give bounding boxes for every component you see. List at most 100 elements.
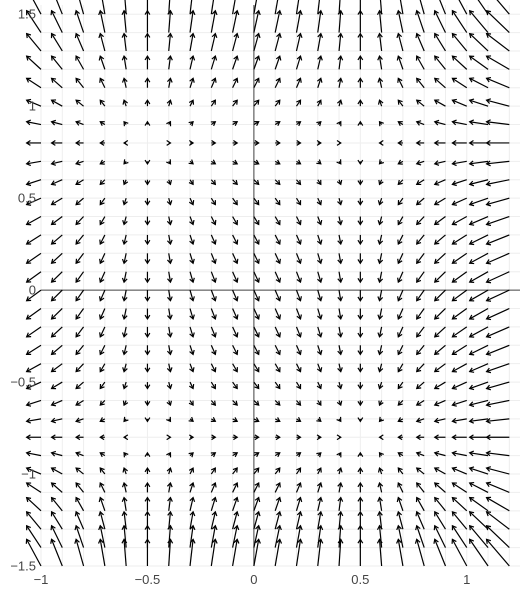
field-arrow bbox=[295, 345, 302, 356]
field-arrow bbox=[295, 234, 302, 246]
field-arrow bbox=[468, 252, 489, 265]
field-arrow bbox=[210, 308, 217, 320]
field-arrow bbox=[336, 466, 343, 475]
field-arrow bbox=[253, 0, 258, 15]
field-arrow bbox=[274, 381, 281, 390]
field-arrow bbox=[485, 215, 510, 227]
field-arrow bbox=[50, 252, 63, 265]
field-arrow bbox=[377, 467, 384, 475]
field-arrow bbox=[316, 416, 322, 423]
field-arrow bbox=[232, 271, 239, 284]
field-arrow bbox=[253, 32, 261, 52]
field-arrow bbox=[377, 496, 383, 511]
field-arrow bbox=[485, 32, 510, 52]
x-tick-label: 1 bbox=[463, 572, 470, 587]
field-arrow bbox=[232, 496, 239, 512]
field-arrow bbox=[144, 466, 151, 475]
field-arrow bbox=[415, 55, 425, 70]
field-arrow bbox=[433, 399, 446, 407]
field-arrow bbox=[433, 467, 446, 475]
field-arrow bbox=[75, 99, 84, 107]
field-arrow bbox=[75, 482, 85, 493]
field-arrow bbox=[337, 363, 343, 373]
field-arrow bbox=[144, 326, 151, 338]
field-arrow bbox=[253, 400, 260, 406]
field-arrow bbox=[274, 234, 281, 246]
field-arrow bbox=[189, 363, 195, 373]
field-arrow bbox=[26, 9, 42, 33]
field-arrow bbox=[396, 538, 404, 567]
field-arrow bbox=[189, 234, 195, 246]
field-arrow bbox=[451, 308, 468, 320]
field-arrow bbox=[232, 216, 238, 226]
field-arrow bbox=[316, 159, 322, 165]
field-arrow bbox=[317, 308, 323, 320]
field-arrow bbox=[188, 467, 195, 475]
field-arrow bbox=[274, 417, 281, 423]
field-arrow bbox=[25, 538, 42, 567]
field-arrow bbox=[451, 119, 467, 126]
field-arrow bbox=[434, 496, 446, 512]
field-arrow bbox=[485, 55, 510, 70]
field-arrow bbox=[25, 234, 42, 245]
field-arrow bbox=[121, 55, 128, 70]
field-arrow bbox=[357, 120, 364, 126]
field-arrow bbox=[189, 289, 195, 302]
field-arrow bbox=[99, 381, 106, 390]
field-arrow bbox=[317, 9, 324, 33]
field-arrow bbox=[75, 179, 84, 186]
field-arrow bbox=[485, 511, 510, 530]
field-arrow bbox=[166, 179, 172, 186]
field-arrow bbox=[25, 98, 42, 107]
field-arrow bbox=[357, 32, 364, 51]
field-arrow bbox=[50, 119, 63, 126]
field-arrow bbox=[357, 159, 364, 165]
field-arrow bbox=[336, 120, 342, 127]
field-arrow bbox=[189, 55, 196, 70]
field-arrow bbox=[167, 496, 173, 511]
field-arrow bbox=[166, 451, 172, 458]
field-arrow bbox=[50, 417, 63, 424]
field-arrow bbox=[485, 307, 510, 321]
field-arrow bbox=[397, 467, 404, 475]
field-arrow bbox=[97, 538, 106, 567]
field-arrow bbox=[415, 32, 425, 52]
field-arrow bbox=[25, 215, 42, 226]
field-arrow bbox=[144, 234, 151, 246]
field-arrow bbox=[188, 140, 195, 146]
field-arrow bbox=[317, 253, 323, 265]
field-arrow bbox=[26, 524, 42, 548]
field-arrow bbox=[451, 234, 468, 245]
field-arrow bbox=[357, 99, 364, 107]
field-arrow bbox=[121, 510, 128, 530]
field-arrow bbox=[357, 198, 364, 206]
zero-lines bbox=[41, 5, 520, 566]
field-arrow bbox=[50, 482, 63, 493]
field-arrow bbox=[415, 399, 425, 406]
field-arrow bbox=[416, 271, 425, 284]
field-arrow bbox=[359, 0, 361, 15]
field-arrow bbox=[210, 400, 217, 406]
field-arrow bbox=[397, 363, 404, 373]
field-arrow bbox=[337, 290, 344, 302]
field-arrow bbox=[485, 252, 510, 265]
field-arrow bbox=[295, 524, 303, 548]
field-arrow bbox=[144, 32, 151, 51]
field-arrow bbox=[123, 416, 129, 423]
field-arrow bbox=[451, 399, 467, 407]
field-arrow bbox=[99, 400, 106, 406]
gridlines bbox=[40, 5, 520, 567]
field-arrow bbox=[337, 496, 344, 511]
field-arrow bbox=[397, 381, 404, 390]
field-arrow bbox=[232, 197, 238, 206]
field-arrow bbox=[451, 55, 468, 70]
field-arrow bbox=[336, 179, 343, 186]
field-arrow bbox=[210, 159, 217, 165]
field-arrow bbox=[25, 119, 42, 126]
field-arrow bbox=[253, 344, 260, 356]
field-arrow bbox=[210, 538, 218, 567]
field-arrow bbox=[468, 481, 489, 493]
field-arrow bbox=[50, 55, 63, 70]
field-arrow bbox=[397, 179, 404, 186]
